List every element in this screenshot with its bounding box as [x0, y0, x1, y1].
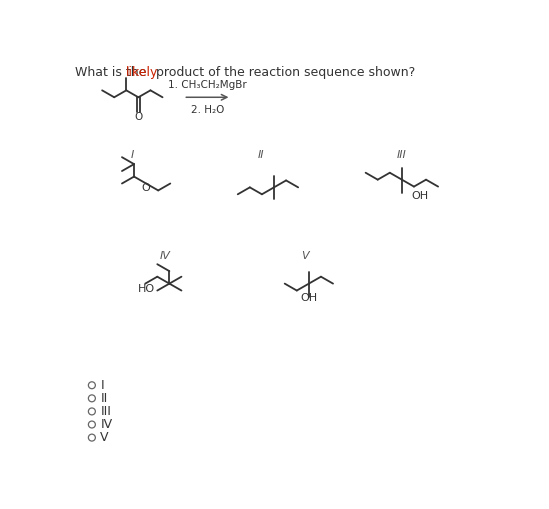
Text: III: III — [100, 405, 111, 418]
Text: III: III — [397, 150, 407, 160]
Text: HO: HO — [138, 285, 155, 294]
Text: II: II — [257, 150, 264, 160]
Text: What is the: What is the — [75, 67, 150, 79]
Text: OH: OH — [300, 293, 317, 303]
Text: IV: IV — [100, 418, 113, 431]
Text: O: O — [135, 112, 143, 122]
Text: 1. CH₃CH₂MgBr: 1. CH₃CH₂MgBr — [168, 79, 247, 90]
Text: IV: IV — [160, 251, 171, 261]
Text: OH: OH — [411, 191, 428, 201]
Text: V: V — [100, 431, 109, 444]
Text: I: I — [100, 379, 104, 392]
Text: 2. H₂O: 2. H₂O — [191, 105, 224, 115]
Text: I: I — [131, 150, 134, 160]
Text: O: O — [142, 183, 150, 193]
Text: product of the reaction sequence shown?: product of the reaction sequence shown? — [152, 67, 415, 79]
Text: II: II — [100, 392, 108, 405]
Text: likely: likely — [126, 67, 158, 79]
Text: V: V — [301, 251, 309, 261]
